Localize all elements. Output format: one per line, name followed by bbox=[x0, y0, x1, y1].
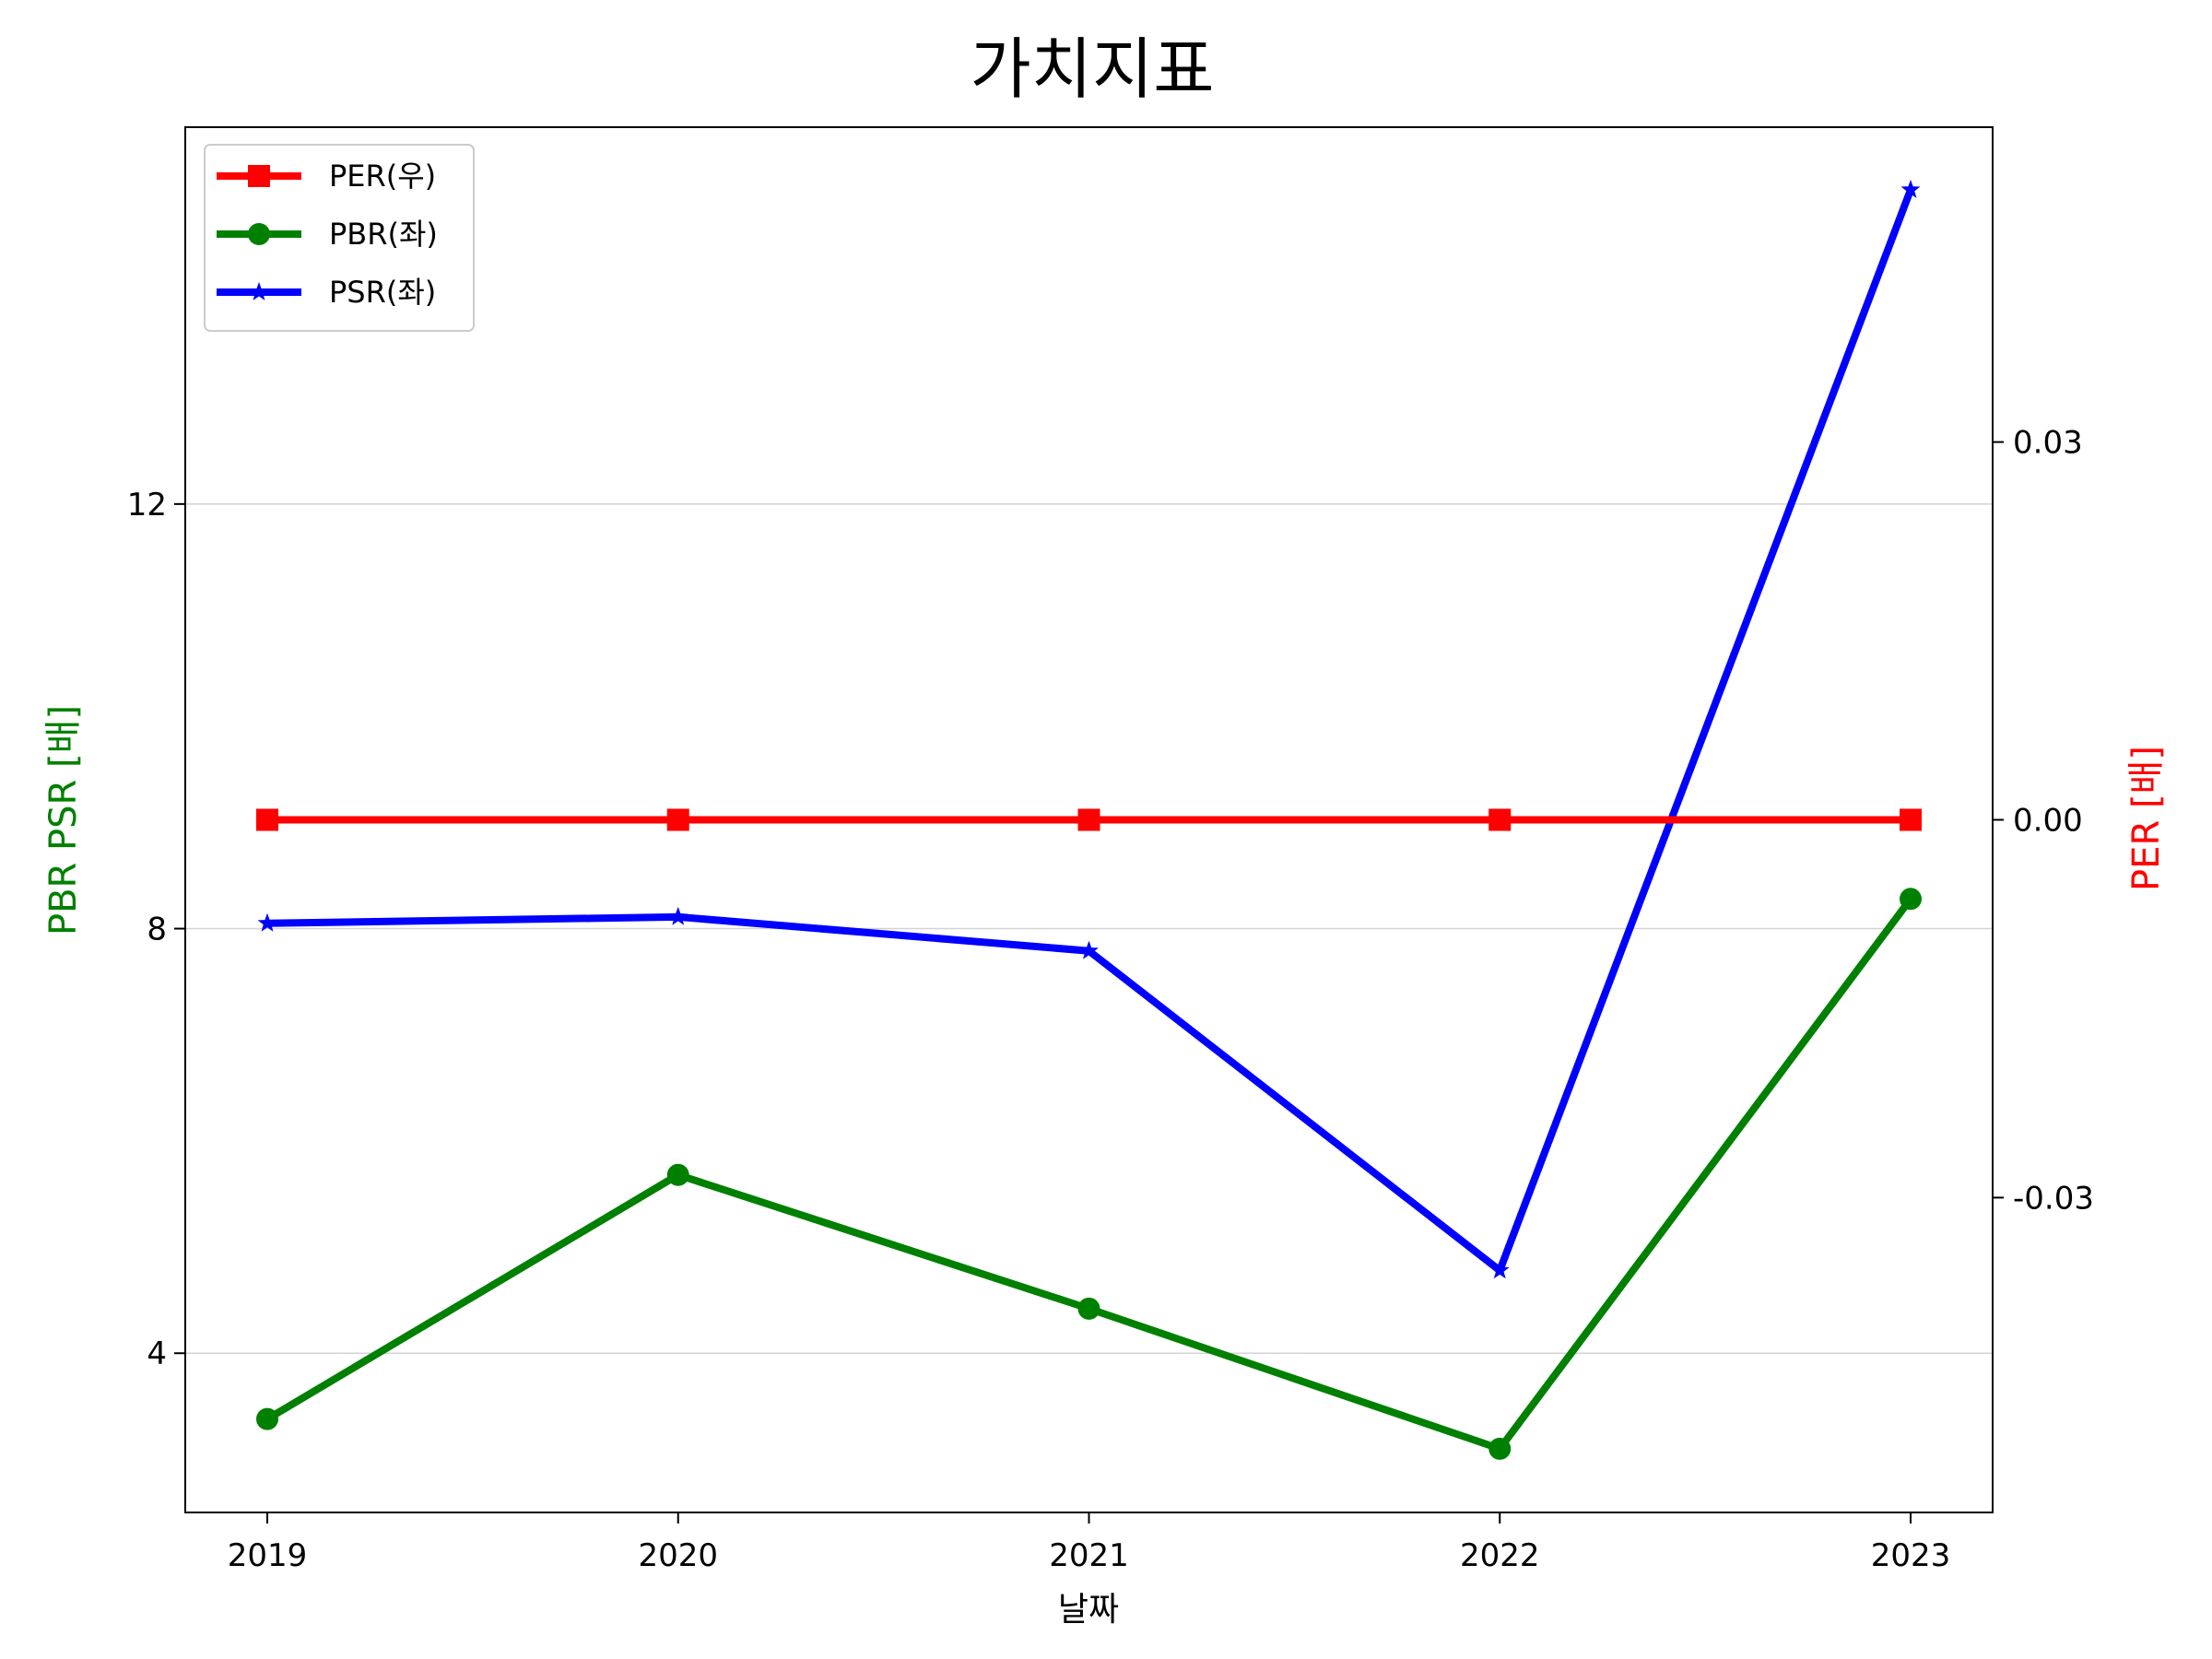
data-point bbox=[1077, 1297, 1100, 1320]
data-point bbox=[1900, 808, 1922, 831]
right-axis-label: PER [배] bbox=[2125, 746, 2168, 891]
right-axis-ticks: -0.03 0.00 0.03 bbox=[1993, 425, 2094, 1217]
data-point bbox=[1077, 808, 1100, 831]
chart-title: 가치지표 bbox=[971, 30, 1215, 108]
x-tick-label: 2019 bbox=[228, 1537, 308, 1574]
series-PER(우) bbox=[256, 808, 1922, 831]
series-PBR(좌) bbox=[256, 888, 1922, 1460]
x-axis-ticks: 2019 2020 2021 2022 2023 bbox=[228, 1512, 1951, 1574]
right-tick-label: -0.03 bbox=[2013, 1180, 2094, 1217]
legend-marker bbox=[248, 223, 270, 245]
left-tick-label: 12 bbox=[127, 487, 167, 524]
x-tick-label: 2023 bbox=[1871, 1537, 1951, 1574]
x-tick-label: 2020 bbox=[638, 1537, 718, 1574]
data-point bbox=[256, 808, 278, 831]
left-tick-label: 4 bbox=[147, 1335, 167, 1372]
data-point bbox=[666, 1163, 689, 1186]
data-point bbox=[1079, 940, 1099, 959]
data-point bbox=[668, 906, 688, 925]
legend-label: PBR(좌) bbox=[329, 217, 438, 252]
legend-box bbox=[204, 144, 475, 332]
left-axis-ticks: 4 8 12 bbox=[127, 487, 185, 1372]
data-point bbox=[666, 808, 689, 831]
data-point bbox=[1489, 1260, 1510, 1279]
data-point bbox=[1488, 808, 1512, 831]
right-tick-label: 0.00 bbox=[2013, 803, 2083, 840]
legend-label: PSR(좌) bbox=[329, 275, 436, 310]
legend-entry: PSR(좌) bbox=[217, 275, 436, 310]
legend-marker bbox=[249, 282, 269, 300]
series-PSR(좌) bbox=[257, 179, 1921, 1279]
series-line bbox=[266, 188, 1914, 1275]
legend-entry: PER(우) bbox=[217, 159, 436, 194]
x-axis-label: 날짜 bbox=[1058, 1591, 1119, 1629]
data-point bbox=[256, 1407, 278, 1430]
series-layer bbox=[256, 179, 1922, 1460]
data-point bbox=[1488, 1437, 1512, 1460]
x-tick-label: 2022 bbox=[1460, 1537, 1540, 1574]
legend-entry: PBR(좌) bbox=[217, 217, 438, 252]
x-tick-label: 2021 bbox=[1049, 1537, 1129, 1574]
data-point bbox=[1900, 888, 1922, 911]
data-point bbox=[257, 912, 277, 932]
data-point bbox=[1900, 179, 1921, 198]
legend-label: PER(우) bbox=[329, 159, 436, 194]
right-tick-label: 0.03 bbox=[2013, 425, 2083, 462]
grid-lines bbox=[185, 503, 1993, 1354]
legend: PER(우) PBR(좌) PSR(좌) bbox=[204, 144, 475, 332]
series-line bbox=[265, 896, 1914, 1453]
left-axis-label: PBR PSR [배] bbox=[42, 705, 85, 935]
legend-marker bbox=[248, 165, 270, 187]
left-tick-label: 8 bbox=[147, 912, 167, 948]
